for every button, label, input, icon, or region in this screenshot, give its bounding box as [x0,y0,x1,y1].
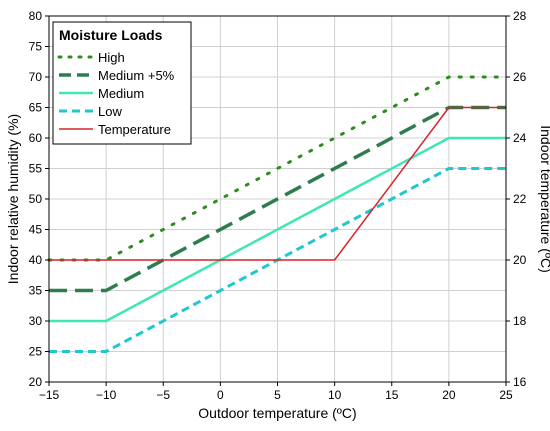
y-left-tick-label: 50 [29,192,43,206]
legend-label: Medium [98,86,144,101]
y-right-tick-label: 22 [513,192,527,206]
legend-title: Moisture Loads [59,27,163,43]
y-left-tick-label: 80 [29,9,43,23]
x-tick-label: 20 [442,388,456,402]
y-right-tick-label: 18 [513,314,527,328]
y-right-tick-label: 28 [513,9,527,23]
y-left-tick-label: 35 [29,284,43,298]
x-tick-label: −10 [96,388,117,402]
y-left-tick-label: 55 [29,162,43,176]
x-tick-label: 5 [274,388,281,402]
x-tick-label: 10 [328,388,342,402]
tick-marks [45,15,510,386]
x-tick-label: 15 [385,388,399,402]
series-line-temperature [49,106,506,261]
y-right-tick-label: 24 [513,131,527,145]
tick-labels: −15 −10 −5 0 5 10 15 20 25 20 25 30 35 40 45 50 55 60 65 70… [29,9,527,402]
legend-label: Temperature [98,122,171,137]
legend-items: High Medium +5% Medium Low Temperature [57,50,175,137]
x-tick-label: −5 [156,388,170,402]
y-right-axis-title: Indoor temperature (ºC) [538,125,550,273]
y-left-tick-label: 40 [29,253,43,267]
y-right-tick-label: 16 [513,375,527,389]
y-left-tick-label: 60 [29,131,43,145]
y-left-tick-label: 25 [29,345,43,359]
y-left-tick-label: 65 [29,101,43,115]
y-left-tick-label: 20 [29,375,43,389]
x-tick-label: −15 [39,388,60,402]
y-left-tick-label: 30 [29,314,43,328]
y-left-tick-label: 70 [29,70,43,84]
x-tick-label: 0 [217,388,224,402]
legend: Moisture Loads High Medium +5% Medium Low Te… [52,21,192,145]
legend-label: Low [98,104,122,119]
series-line-high [47,75,508,262]
y-left-axis-title: Indoor relative humidity (%) [5,114,21,284]
series-layer [47,75,508,353]
legend-label: High [98,50,125,65]
legend-label: Medium +5% [98,68,175,83]
y-right-tick-label: 26 [513,70,527,84]
y-left-tick-label: 45 [29,223,43,237]
legend-box [52,21,192,145]
y-right-tick-label: 20 [513,253,527,267]
y-left-tick-label: 75 [29,40,43,54]
series-line-medium [49,136,506,323]
x-tick-label: 25 [499,388,513,402]
x-axis-title: Outdoor temperature (ºC) [198,405,356,421]
